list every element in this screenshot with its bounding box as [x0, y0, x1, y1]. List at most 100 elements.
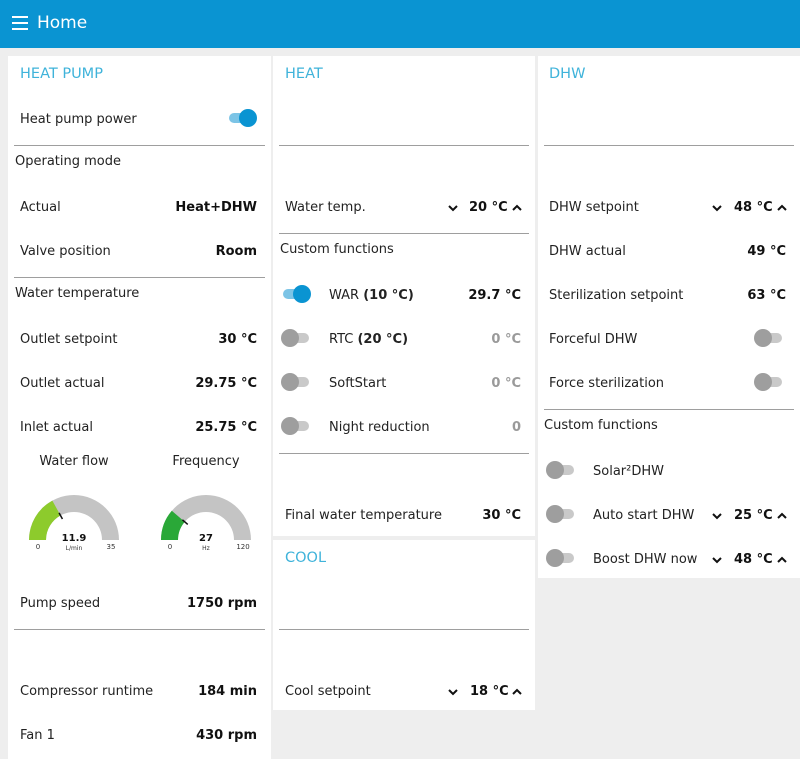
frequency-max: 120 — [236, 543, 249, 551]
outlet-actual-value: 29.75 °C — [195, 376, 257, 391]
rtc-toggle[interactable] — [281, 328, 311, 348]
chevron-down-icon[interactable] — [710, 553, 724, 567]
outlet-actual-label: Outlet actual — [20, 376, 105, 391]
war-value: 29.7 °C — [468, 288, 521, 303]
fan1-label: Fan 1 — [20, 728, 55, 743]
valve-position-label: Valve position — [20, 244, 111, 259]
water-flow-unit: L/min — [66, 545, 83, 552]
night-reduction-label: Night reduction — [329, 420, 430, 435]
dhw-setpoint-value: 48 °C — [734, 200, 773, 215]
heat-card: HEAT Water temp. 20 °C Custom functions … — [273, 56, 535, 536]
frequency-gauge-fill — [161, 510, 185, 540]
boost-dhw-label: Boost DHW now — [593, 552, 698, 567]
menu-icon[interactable] — [12, 16, 28, 30]
operating-mode-subheader: Operating mode — [15, 154, 121, 169]
divider — [14, 277, 265, 278]
frequency-unit: Hz — [202, 545, 210, 552]
app-bar: Home — [0, 0, 800, 48]
dhw-actual-value: 49 °C — [747, 244, 786, 259]
compressor-runtime-value: 184 min — [198, 684, 257, 699]
divider — [544, 145, 794, 146]
rtc-value: 0 °C — [491, 332, 521, 347]
night-reduction-toggle[interactable] — [281, 416, 311, 436]
heat-pump-power-toggle[interactable] — [227, 108, 257, 128]
frequency-min: 0 — [168, 543, 172, 551]
war-setting: (10 °C) — [363, 288, 414, 303]
frequency-title: Frequency — [172, 454, 240, 469]
boost-dhw-value: 48 °C — [734, 552, 773, 567]
heat-pump-card: HEAT PUMP Heat pump power Operating mode… — [8, 56, 271, 759]
water-flow-gauge-needle — [58, 512, 64, 520]
custom-functions-subheader: Custom functions — [280, 242, 394, 257]
cool-header: COOL — [285, 550, 327, 566]
chevron-down-icon[interactable] — [710, 509, 724, 523]
auto-start-dhw-toggle[interactable] — [546, 504, 576, 524]
compressor-runtime-label: Compressor runtime — [20, 684, 154, 699]
chevron-down-icon[interactable] — [710, 201, 724, 215]
divider — [544, 409, 794, 410]
outlet-setpoint-value: 30 °C — [218, 332, 257, 347]
sterilization-setpoint-label: Sterilization setpoint — [549, 288, 684, 303]
divider — [279, 453, 529, 454]
final-water-temperature-label: Final water temperature — [285, 508, 442, 523]
frequency-gauge-needle — [181, 519, 189, 525]
cool-setpoint-value: 18 °C — [470, 684, 509, 699]
dhw-setpoint-label: DHW setpoint — [549, 200, 639, 215]
water-temp-label: Water temp. — [285, 200, 366, 215]
chevron-up-icon[interactable] — [775, 201, 789, 215]
heat-pump-power-label: Heat pump power — [20, 112, 137, 127]
war-label: WAR (10 °C) — [329, 288, 414, 303]
solar-dhw-toggle[interactable] — [546, 460, 576, 480]
frequency-gauge-track — [161, 495, 251, 540]
softstart-toggle[interactable] — [281, 372, 311, 392]
forceful-dhw-toggle[interactable] — [754, 328, 784, 348]
water-flow-gauge-fill — [29, 500, 61, 540]
dhw-actual-label: DHW actual — [549, 244, 626, 259]
auto-start-dhw-value: 25 °C — [734, 508, 773, 523]
auto-start-dhw-label: Auto start DHW — [593, 508, 695, 523]
force-sterilization-toggle[interactable] — [754, 372, 784, 392]
outlet-setpoint-label: Outlet setpoint — [20, 332, 118, 347]
heat-pump-header: HEAT PUMP — [20, 66, 103, 82]
softstart-label: SoftStart — [329, 376, 387, 391]
chevron-up-icon[interactable] — [510, 685, 524, 699]
pump-speed-value: 1750 rpm — [187, 596, 257, 611]
solar-dhw-label: Solar²DHW — [593, 464, 664, 479]
dhw-custom-functions-subheader: Custom functions — [544, 418, 658, 433]
force-sterilization-label: Force sterilization — [549, 376, 665, 391]
divider — [279, 233, 529, 234]
chevron-up-icon[interactable] — [510, 201, 524, 215]
actual-label: Actual — [20, 200, 61, 215]
war-toggle[interactable] — [281, 284, 311, 304]
rtc-setting: (20 °C) — [357, 332, 409, 347]
forceful-dhw-label: Forceful DHW — [549, 332, 638, 347]
inlet-actual-label: Inlet actual — [20, 420, 93, 435]
chevron-down-icon[interactable] — [446, 201, 460, 215]
chevron-up-icon[interactable] — [775, 509, 789, 523]
water-flow-max: 35 — [107, 543, 116, 551]
night-reduction-value: 0 — [511, 420, 521, 435]
page-title: Home — [37, 13, 88, 33]
fan1-value: 430 rpm — [196, 728, 257, 743]
water-temperature-subheader: Water temperature — [15, 286, 140, 301]
cool-card: COOL Cool setpoint 18 °C — [273, 540, 535, 710]
divider — [14, 145, 265, 146]
dhw-card: DHW DHW setpoint 48 °C DHW actual 49 °C … — [538, 56, 800, 578]
final-water-temperature-value: 30 °C — [482, 508, 521, 523]
actual-value: Heat+DHW — [175, 200, 257, 215]
divider — [279, 629, 529, 630]
water-flow-title: Water flow — [39, 454, 109, 469]
heat-header: HEAT — [285, 66, 323, 82]
boost-dhw-toggle[interactable] — [546, 548, 576, 568]
chevron-down-icon[interactable] — [446, 685, 460, 699]
inlet-actual-value: 25.75 °C — [195, 420, 257, 435]
rtc-label: RTC (20 °C) — [329, 332, 409, 347]
sterilization-setpoint-value: 63 °C — [747, 288, 786, 303]
chevron-up-icon[interactable] — [775, 553, 789, 567]
frequency-value: 27 — [199, 533, 213, 544]
softstart-value: 0 °C — [491, 376, 521, 391]
water-flow-min: 0 — [36, 543, 40, 551]
pump-speed-label: Pump speed — [20, 596, 101, 611]
divider — [279, 145, 529, 146]
water-flow-gauge: 11.9 L/min 0 35 — [26, 492, 126, 558]
